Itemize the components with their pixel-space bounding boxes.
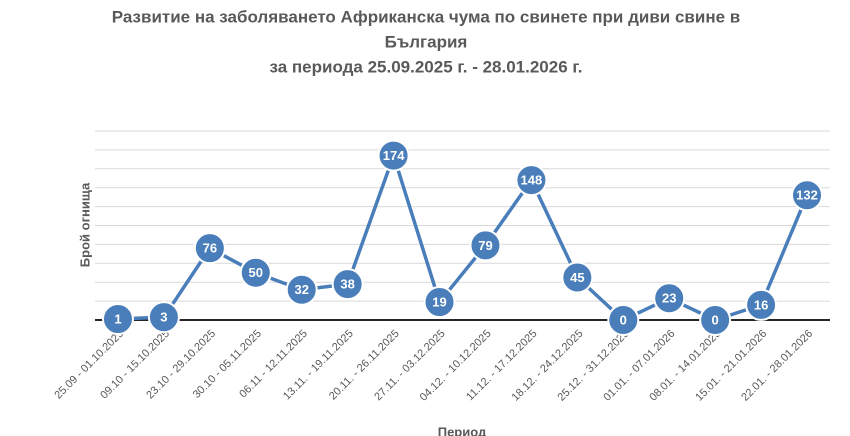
data-label: 148 — [521, 173, 543, 188]
series-line — [117, 150, 809, 323]
data-point — [469, 229, 502, 262]
data-point — [377, 139, 410, 172]
data-label: 16 — [754, 297, 768, 312]
data-label: 79 — [478, 238, 492, 253]
y-axis-label: Брой огнища — [77, 182, 92, 267]
data-label: 174 — [383, 148, 405, 163]
chart-title-line: България — [385, 32, 468, 51]
data-label: 32 — [294, 282, 308, 297]
x-axis-label: Период — [438, 424, 487, 436]
data-label: 45 — [570, 270, 584, 285]
data-point — [745, 288, 778, 321]
data-label: 0 — [712, 312, 719, 327]
data-point — [239, 256, 272, 289]
data-point — [147, 301, 180, 334]
data-label: 76 — [203, 241, 217, 256]
data-point — [699, 304, 732, 336]
data-point — [653, 282, 686, 315]
data-point — [607, 304, 640, 336]
data-label: 38 — [340, 277, 354, 292]
data-point — [791, 179, 824, 212]
data-point — [285, 273, 318, 306]
data-point — [193, 232, 226, 265]
data-point — [423, 286, 456, 319]
data-label: 19 — [432, 294, 446, 309]
data-point — [561, 261, 594, 294]
data-label: 23 — [662, 291, 676, 306]
data-label: 132 — [796, 188, 818, 203]
data-label: 0 — [620, 312, 627, 327]
data-label: 50 — [249, 265, 263, 280]
data-point — [101, 303, 134, 336]
data-point — [331, 268, 364, 301]
chart-title-line: Развитие на заболяването Африканска чума… — [112, 7, 740, 26]
data-label: 1 — [114, 311, 121, 326]
chart-title-line: за периода 25.09.2025 г. - 28.01.2026 г. — [269, 57, 582, 76]
data-label: 3 — [160, 310, 167, 325]
data-point — [515, 164, 548, 197]
